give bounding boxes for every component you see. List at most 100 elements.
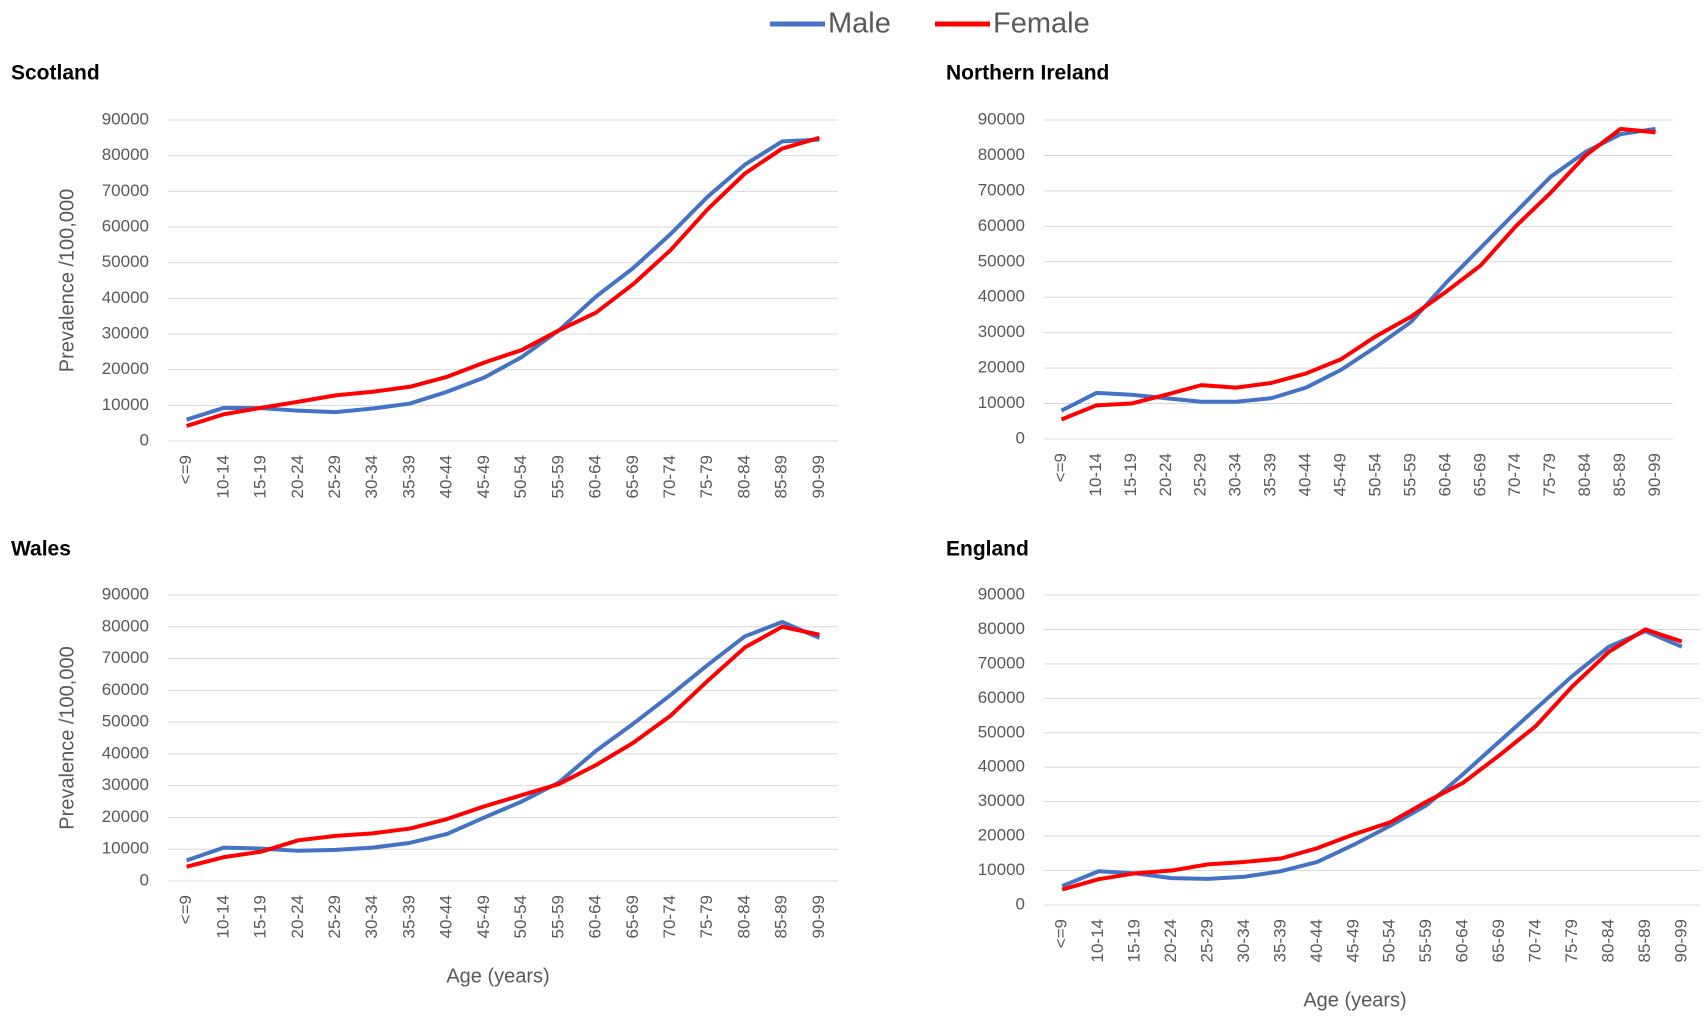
x-tick-label: 20-24	[1161, 919, 1180, 962]
y-tick-label: 40000	[978, 287, 1025, 306]
x-tick-label: 55-59	[548, 455, 567, 498]
series-line	[1061, 629, 1683, 888]
x-tick-label: 50-54	[511, 895, 530, 938]
y-tick-label: 10000	[102, 839, 149, 858]
x-tick-label: 10-14	[1086, 453, 1105, 496]
x-tick-label: 80-84	[1575, 453, 1594, 496]
x-tick-label: 40-44	[437, 895, 456, 938]
x-tick-label: 35-39	[399, 895, 418, 938]
y-tick-label: 40000	[978, 757, 1025, 776]
x-tick-label: 50-54	[1365, 453, 1384, 496]
x-tick-label: <=9	[1051, 453, 1070, 482]
x-tick-label: 85-89	[1635, 919, 1654, 962]
x-tick-label: 55-59	[548, 895, 567, 938]
x-tick-label: 35-39	[1261, 453, 1280, 496]
x-tick-label: 65-69	[623, 895, 642, 938]
x-tick-label: 50-54	[511, 455, 530, 498]
y-tick-label: 80000	[102, 616, 149, 635]
y-tick-label: 10000	[978, 393, 1025, 412]
x-tick-label: 70-74	[1525, 919, 1544, 962]
x-tick-label: 10-14	[213, 895, 232, 938]
x-tick-label: 75-79	[1562, 919, 1581, 962]
x-tick-label: 60-64	[586, 455, 605, 498]
x-tick-label: 80-84	[734, 455, 753, 498]
y-tick-label: 80000	[978, 619, 1025, 638]
series-line	[1061, 627, 1683, 892]
series-line	[186, 137, 820, 422]
y-tick-label: 90000	[102, 584, 149, 603]
y-tick-label: 30000	[102, 323, 149, 342]
x-tick-label: 55-59	[1400, 453, 1419, 496]
y-tick-label: 70000	[102, 648, 149, 667]
x-tick-label: 20-24	[288, 455, 307, 498]
y-axis-title: Prevalence /100,000	[56, 646, 78, 829]
x-tick-label: 70-74	[660, 455, 679, 498]
x-tick-label: 65-69	[1489, 919, 1508, 962]
x-tick-label: 40-44	[437, 455, 456, 498]
x-tick-label: 25-29	[325, 455, 344, 498]
x-tick-label: 30-34	[362, 895, 381, 938]
x-tick-label: 60-64	[586, 895, 605, 938]
y-tick-label: 0	[1016, 894, 1025, 913]
y-tick-label: 50000	[102, 252, 149, 271]
x-tick-label: 25-29	[1197, 919, 1216, 962]
x-tick-label: 85-89	[772, 895, 791, 938]
y-tick-label: 40000	[102, 743, 149, 762]
x-tick-label: <=9	[176, 895, 195, 924]
x-tick-label: 45-49	[1343, 919, 1362, 962]
legend-label: Male	[828, 8, 891, 40]
x-tick-label: 10-14	[213, 455, 232, 498]
y-tick-label: 0	[1016, 428, 1025, 447]
x-tick-label: <=9	[176, 455, 195, 484]
y-tick-label: 60000	[102, 216, 149, 235]
y-tick-label: 80000	[978, 145, 1025, 164]
x-tick-label: 10-14	[1088, 919, 1107, 962]
x-tick-label: 60-64	[1453, 919, 1472, 962]
x-tick-label: 35-39	[1270, 919, 1289, 962]
y-tick-label: 50000	[102, 712, 149, 731]
y-tick-label: 30000	[978, 322, 1025, 341]
x-tick-label: 30-34	[1234, 919, 1253, 962]
x-tick-label: 55-59	[1416, 919, 1435, 962]
x-tick-label: 90-99	[809, 895, 828, 938]
x-tick-label: 65-69	[1470, 453, 1489, 496]
x-tick-label: 75-79	[1540, 453, 1559, 496]
chart-title: England	[946, 538, 1029, 561]
x-tick-label: 20-24	[288, 895, 307, 938]
x-axis-title: Age (years)	[446, 965, 549, 987]
x-tick-label: <=9	[1052, 919, 1071, 948]
y-tick-label: 60000	[978, 216, 1025, 235]
x-tick-label: 70-74	[1505, 453, 1524, 496]
x-tick-label: 85-89	[772, 455, 791, 498]
x-tick-label: 65-69	[623, 455, 642, 498]
x-tick-label: 40-44	[1296, 453, 1315, 496]
y-tick-label: 90000	[978, 109, 1025, 128]
legend-label: Female	[993, 8, 1090, 40]
x-tick-label: 45-49	[474, 455, 493, 498]
x-tick-label: 45-49	[1331, 453, 1350, 496]
x-tick-label: 25-29	[325, 895, 344, 938]
x-tick-label: 30-34	[1226, 453, 1245, 496]
x-tick-label: 15-19	[251, 455, 270, 498]
y-tick-label: 70000	[978, 653, 1025, 672]
y-tick-label: 20000	[102, 807, 149, 826]
chart-title: Wales	[11, 538, 71, 561]
y-tick-label: 90000	[102, 109, 149, 128]
x-tick-label: 40-44	[1307, 919, 1326, 962]
y-tick-label: 40000	[102, 288, 149, 307]
y-tick-label: 80000	[102, 145, 149, 164]
series-line	[1060, 126, 1656, 422]
x-tick-label: 75-79	[697, 455, 716, 498]
series-line	[185, 620, 821, 863]
y-tick-label: 20000	[102, 359, 149, 378]
x-tick-label: 80-84	[734, 895, 753, 938]
y-tick-label: 10000	[102, 395, 149, 414]
y-tick-label: 50000	[978, 251, 1025, 270]
y-tick-label: 20000	[978, 358, 1025, 377]
x-tick-label: 70-74	[660, 895, 679, 938]
x-tick-label: 90-99	[809, 455, 828, 498]
series-line	[186, 135, 820, 428]
series-line	[186, 624, 820, 869]
chart-title: Scotland	[11, 62, 100, 85]
